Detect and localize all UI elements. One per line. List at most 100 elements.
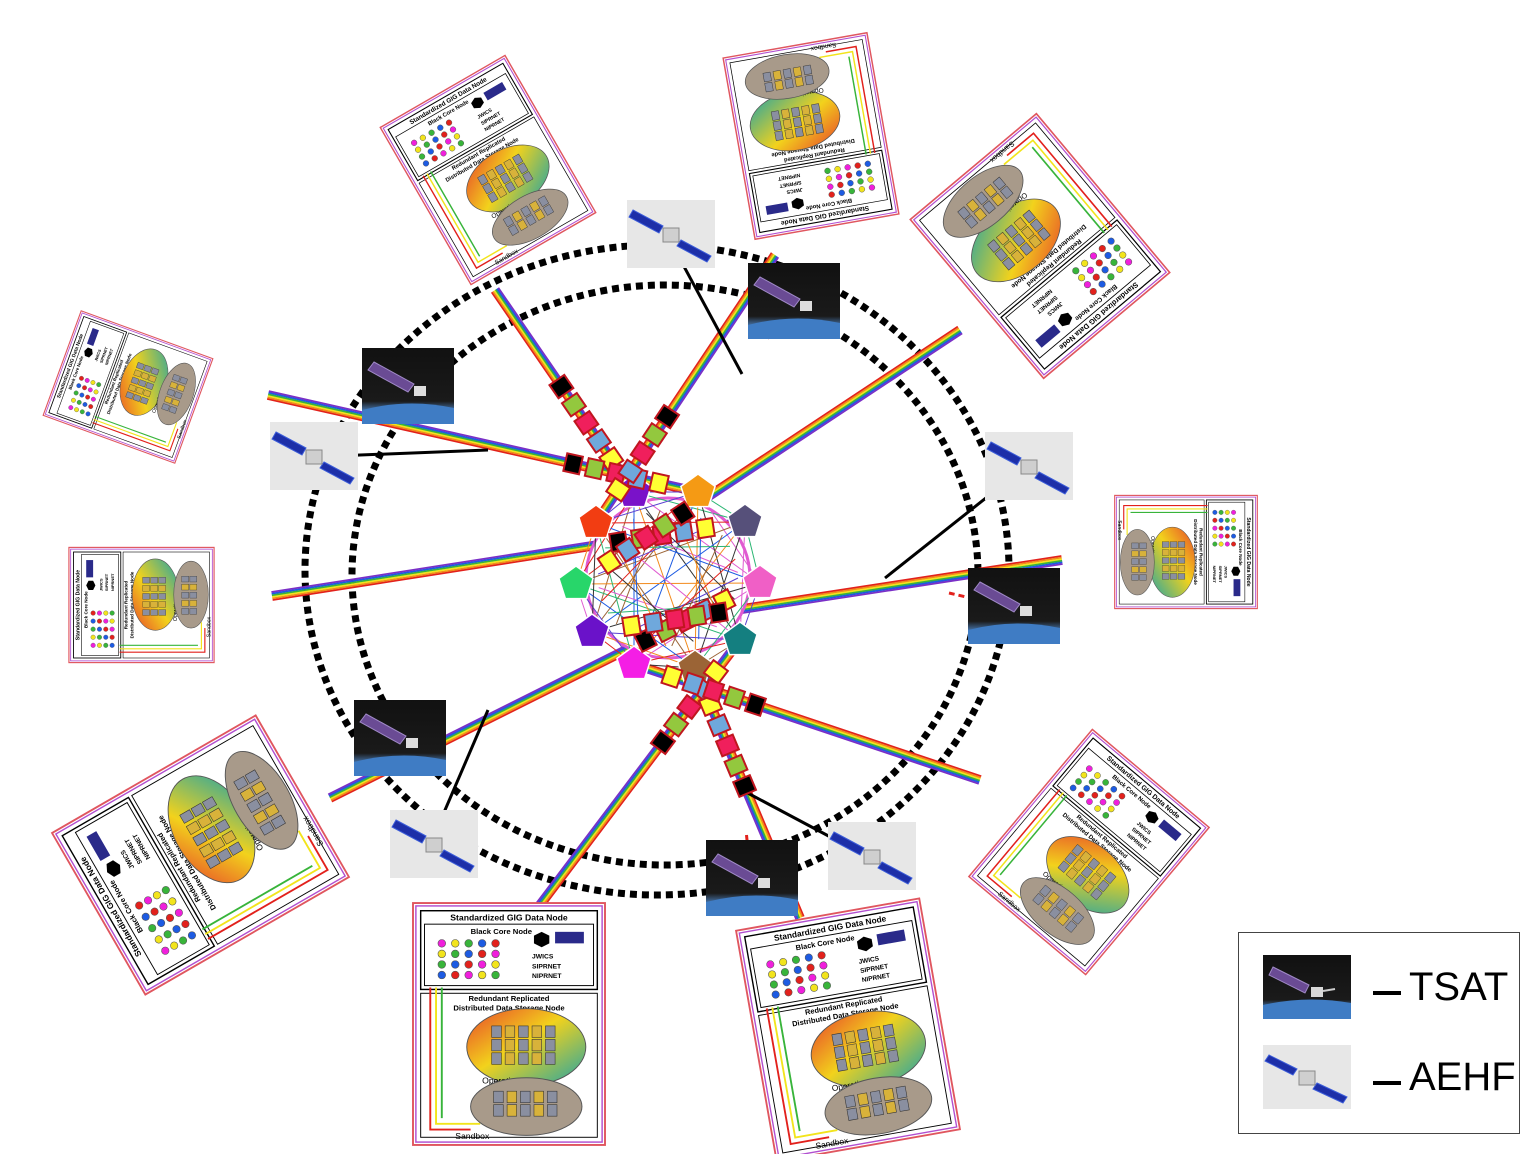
network-label: NIPRNET: [861, 972, 890, 984]
network-label: NIPRNET: [110, 573, 115, 591]
router-box: [633, 524, 660, 552]
router-box: [629, 440, 657, 467]
network-label: SIPRNET: [104, 573, 109, 591]
mesh-link: [633, 639, 741, 665]
storage-title: Redundant Replicated: [469, 994, 550, 1003]
router-box: [701, 678, 726, 704]
core-router-node: [742, 564, 778, 599]
network-label: NIPRNET: [532, 973, 562, 980]
router-box: [585, 427, 613, 454]
mesh-link: [575, 521, 746, 585]
router-chains: [548, 373, 768, 799]
router-box: [583, 456, 606, 481]
core-router-node: [558, 565, 594, 600]
network-label: JWICS: [532, 954, 554, 961]
router-box: [664, 608, 686, 631]
aehf-satellite-icon: [390, 810, 478, 878]
aehf-satellite-icon: [627, 200, 715, 268]
core-node-label: Black Core Node: [471, 927, 532, 936]
router-box: [681, 671, 705, 697]
legend-dash: [1373, 1081, 1401, 1085]
core-node-label: Black Core Node: [83, 591, 88, 628]
core-node-label: Black Core Node: [1238, 529, 1243, 566]
network-label: NIPRNET: [777, 172, 801, 182]
router-box: [653, 403, 681, 430]
router-box: [706, 713, 732, 738]
mesh-link: [739, 521, 746, 641]
sandbox-label: Sandbox: [1116, 520, 1122, 541]
router-box: [731, 773, 758, 799]
router-box: [695, 516, 716, 540]
node-title: Standardized GIG Data Node: [75, 570, 81, 641]
core-router-node: [616, 645, 652, 680]
tsat-satellite-icon: [354, 700, 446, 776]
node-title: Standardized GIG Data Node: [450, 912, 568, 922]
network-label: NIPRNET: [1212, 566, 1217, 584]
network-label: SIPRNET: [532, 963, 562, 970]
legend-item-aehf: AEHF: [1263, 1045, 1516, 1115]
router-box: [604, 476, 632, 503]
router-box: [743, 692, 768, 718]
storage-title: Redundant Replicated: [124, 581, 129, 630]
storage-subtitle: Distributed Data Storage Node: [453, 1004, 564, 1013]
sandbox-label: Sandbox: [207, 616, 213, 637]
legend-dash: [1373, 991, 1401, 995]
mesh-link: [575, 582, 761, 585]
legend: TSAT AEHF: [1238, 932, 1520, 1134]
router-box: [614, 536, 641, 564]
network-label: SIPRNET: [99, 346, 110, 364]
tsat-satellite-icon: [748, 263, 840, 339]
network-label: SIPRNET: [778, 179, 802, 189]
router-box: [562, 452, 585, 476]
network-label: SIPRNET: [860, 963, 889, 975]
router-box: [573, 409, 600, 436]
router-box: [675, 693, 703, 721]
router-box: [641, 421, 669, 448]
aehf-satellite-icon: [828, 822, 916, 890]
legend-item-tsat: TSAT: [1263, 955, 1513, 1025]
network-label: NIPRNET: [104, 347, 115, 365]
router-box: [708, 601, 729, 624]
router-box: [669, 500, 696, 527]
core-router-node: [574, 613, 610, 648]
router-box: [714, 733, 741, 758]
router-box: [651, 512, 678, 539]
storage-subtitle: Distributed Data Storage Node: [1193, 519, 1198, 585]
network-label: JWICS: [1223, 566, 1228, 579]
network-label: JWICS: [98, 578, 103, 591]
tsat-satellite-icon: [362, 348, 454, 424]
network-label: JWICS: [93, 348, 102, 362]
tsat-satellite-icon: [706, 840, 798, 916]
router-box: [560, 391, 588, 418]
router-box: [642, 611, 664, 634]
legend-label-aehf: AEHF: [1409, 1055, 1516, 1099]
storage-title: Redundant Replicated: [1199, 528, 1204, 576]
mesh-link: [697, 491, 741, 641]
legend-label-tsat: TSAT: [1409, 965, 1509, 1009]
node-title: Standardized GIG Data Node: [1245, 517, 1251, 586]
router-box: [686, 604, 708, 628]
core-router-node: [727, 503, 763, 538]
core-router-node: [680, 473, 716, 508]
gig-data-node-card: Standardized GIG Data Node Black Core Nod…: [412, 902, 606, 1146]
router-box: [621, 614, 642, 638]
router-box: [722, 685, 747, 711]
router-box: [648, 471, 670, 495]
sandbox-label: Sandbox: [809, 41, 836, 53]
router-box: [660, 664, 684, 690]
network-label: JWICS: [858, 955, 880, 966]
core-router-node: [578, 504, 614, 539]
router-box: [702, 658, 730, 686]
aehf-satellite-icon: [985, 432, 1073, 500]
router-box: [649, 728, 677, 756]
aehf-satellite-icon: [1263, 1045, 1351, 1109]
network-label: SIPRNET: [1218, 566, 1223, 584]
